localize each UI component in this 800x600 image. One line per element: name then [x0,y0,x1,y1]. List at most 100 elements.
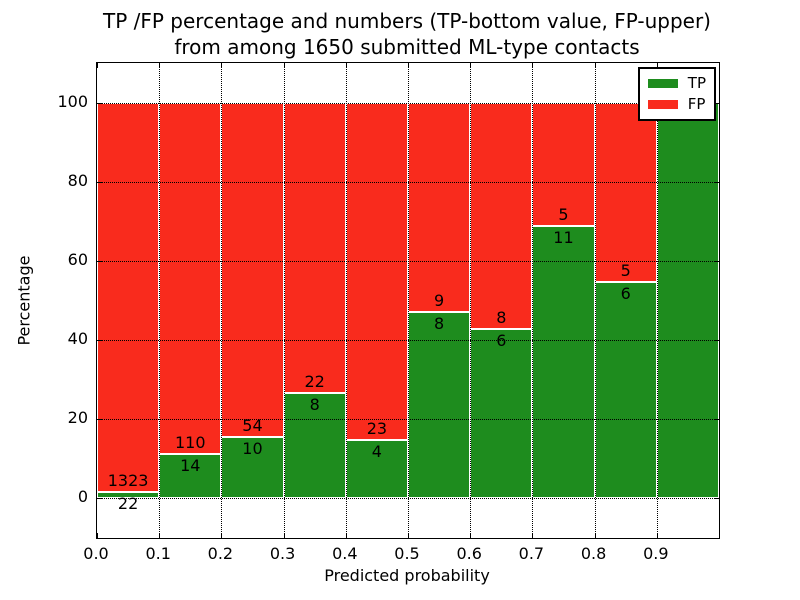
x-tick-bottom [532,533,534,538]
x-tick-bottom [283,533,285,538]
fp-count-label: 5 [558,205,569,225]
v-gridline [408,63,409,538]
fp-count-label: 22 [304,371,325,391]
tp-count-label: 11 [553,228,574,248]
y-tick-right [714,498,719,500]
x-tick-top [470,63,472,68]
tp-bar-segment [159,453,222,499]
chart-title-line2: from among 1650 submitted ML-type contac… [174,35,640,59]
plot-area: TP FP 1323221101454102282349886511562 [96,62,720,539]
tp-bar-segment [345,439,408,499]
tp-bar-segment [97,491,160,499]
x-tick-label: 0.9 [643,544,669,563]
x-tick-label: 0.0 [83,544,109,563]
tp-bar-segment [656,102,719,499]
x-tick-label: 0.1 [145,544,171,563]
legend-item-fp: FP [647,95,706,113]
legend-label-tp: TP [687,74,706,92]
y-tick-right [714,181,719,183]
x-tick-bottom [594,533,596,538]
tp-count-label: 4 [371,441,382,461]
x-tick-bottom [408,533,409,538]
v-gridline [470,63,472,538]
y-tick-label: 20 [67,408,88,428]
fp-count-label: 9 [434,291,445,311]
x-tick-top [283,63,285,68]
x-tick-bottom [159,533,161,538]
v-gridline [345,63,347,538]
y-tick-left [97,181,102,183]
tp-bar-segment [594,282,657,499]
y-tick-label: 80 [67,170,88,190]
v-gridline [532,63,534,538]
y-tick-label: 60 [67,249,88,269]
tp-swatch-icon [647,78,678,88]
x-tick-top [221,63,223,68]
y-tick-right [714,419,719,421]
y-tick-label: 100 [57,91,88,111]
fp-bar-segment [283,102,346,393]
x-tick-top [408,63,409,68]
y-tick-right [714,340,719,342]
y-tick-right [714,102,719,104]
fp-bar-segment [345,102,408,440]
x-tick-bottom [97,533,98,538]
y-tick-right [714,260,719,262]
y-tick-left [97,419,102,421]
x-tick-bottom [345,533,347,538]
chart-title: TP /FP percentage and numbers (TP-bottom… [96,8,718,60]
fp-count-label: 8 [496,307,507,327]
v-gridline [594,63,596,538]
tp-bar-segment [470,328,533,499]
fp-count-label: 1323 [107,470,149,490]
x-tick-top [532,63,534,68]
fp-bar-segment [408,102,471,313]
x-tick-label: 0.2 [207,544,234,563]
tp-count-label: 10 [242,438,263,458]
y-tick-left [97,260,102,262]
y-tick-left [97,340,102,342]
fp-bar-segment [470,102,533,329]
y-tick-left [97,102,102,104]
fp-count-label: 5 [620,261,631,281]
tp-count-label: 8 [434,314,445,334]
fp-bar-segment [97,102,160,492]
x-tick-top [594,63,596,68]
x-tick-label: 0.8 [580,544,607,563]
y-axis-label: Percentage [14,255,34,346]
tp-count-label: 6 [620,284,631,304]
fp-bar-segment [221,102,284,437]
x-tick-bottom [719,533,720,538]
x-tick-label: 0.7 [518,544,545,563]
x-tick-label: 0.5 [394,544,420,563]
x-tick-top [159,63,161,68]
tp-count-label: 22 [117,493,139,513]
tp-count-label: 14 [180,455,201,475]
x-tick-label: 0.4 [332,544,358,563]
fp-bar-segment [532,102,595,227]
x-tick-top [719,63,720,68]
v-gridline [283,63,285,538]
fp-bar-segment [594,102,657,283]
y-tick-label: 40 [67,329,88,349]
tp-bar-segment [283,392,346,499]
y-tick-left [97,498,102,500]
x-tick-bottom [470,533,472,538]
fp-count-label: 23 [366,418,388,438]
tp-count-label: 8 [309,394,320,414]
x-axis-label: Predicted probability [324,566,490,585]
v-gridline [221,63,223,538]
fp-bar-segment [159,102,222,454]
legend: TP FP [637,67,716,121]
chart-title-line1: TP /FP percentage and numbers (TP-bottom… [103,9,711,33]
v-gridline [656,63,658,538]
x-tick-label: 0.3 [269,544,296,563]
x-tick-top [97,63,98,68]
tp-bar-segment [532,226,595,499]
x-tick-top [656,63,658,68]
legend-label-fp: FP [687,95,706,113]
x-tick-bottom [656,533,658,538]
legend-item-tp: TP [647,74,706,92]
x-tick-top [345,63,347,68]
